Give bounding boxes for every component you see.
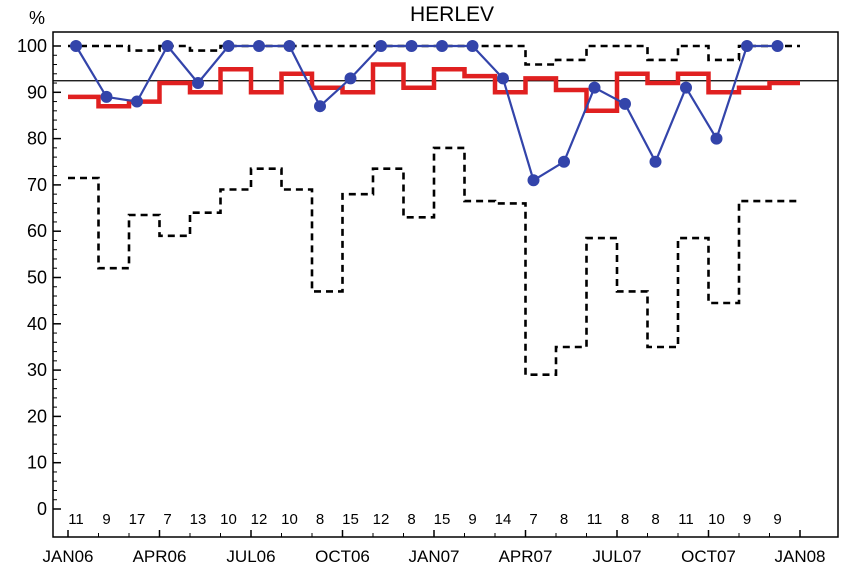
x-tick-label: APR07 (499, 547, 553, 566)
plot-frame (52, 31, 839, 538)
y-tick-label: 30 (27, 360, 47, 380)
observed-point (497, 72, 509, 85)
observed-point (161, 40, 174, 52)
sample-count-label: 9 (468, 511, 476, 528)
x-axis: JAN06 APR06 JUL06 OCT06 JAN07 APR07 JUL07 OCT07… (42, 530, 826, 566)
sample-count-label: 7 (163, 511, 171, 528)
observed-point (100, 90, 113, 103)
sample-count-label: 11 (587, 511, 603, 528)
y-tick-label: 50 (27, 268, 47, 288)
sample-count-label: 9 (102, 511, 110, 528)
sample-count-label: 8 (407, 511, 415, 528)
x-tick-label: JAN07 (408, 547, 459, 566)
y-tick-label: 40 (27, 314, 47, 334)
y-tick-label: 100 (17, 36, 47, 56)
sample-count-label: 7 (529, 511, 537, 528)
y-tick-label: 70 (27, 175, 47, 195)
sample-count-label: 9 (773, 511, 781, 528)
sample-counts-layer: 11 9 17 7 13 10 12 10 8 15 12 8 15 9 14 7 8 11 8 8 11 10 9 9 (68, 511, 781, 528)
mean-step-layer (68, 62, 800, 114)
observed-point (283, 40, 296, 52)
sample-count-label: 15 (342, 511, 359, 528)
x-tick-label: OCT07 (681, 547, 736, 566)
observed-point (192, 77, 204, 90)
sample-count-label: 14 (495, 511, 512, 528)
y-axis: 0 10 20 30 40 50 60 70 80 90 100 (17, 36, 61, 519)
x-tick-label: JAN08 (774, 547, 825, 566)
sample-count-label: 9 (743, 511, 751, 528)
sample-count-label: 17 (129, 511, 146, 528)
sample-count-label: 10 (708, 511, 725, 528)
observed-point (466, 40, 479, 52)
sample-count-label: 15 (434, 511, 451, 528)
sample-count-label: 11 (678, 511, 694, 528)
sample-count-label: 8 (560, 511, 568, 528)
sample-count-label: 12 (373, 511, 390, 528)
observed-point (527, 174, 540, 187)
y-tick-label: 10 (27, 453, 47, 473)
y-tick-label: 80 (27, 129, 47, 149)
observed-point (222, 40, 235, 52)
y-tick-label: 90 (27, 82, 47, 102)
x-tick-label: APR06 (133, 547, 187, 566)
x-tick-label: JUL06 (226, 547, 275, 566)
x-tick-label: JAN06 (42, 547, 93, 566)
sample-count-label: 8 (316, 511, 324, 528)
lower-limit-line (68, 146, 800, 376)
observed-point (405, 40, 418, 52)
y-tick-label: 60 (27, 221, 47, 241)
observed-point (588, 81, 601, 94)
mean-step-line (68, 62, 800, 114)
observed-point (344, 72, 357, 85)
observed-point (375, 40, 387, 52)
sample-count-label: 8 (621, 511, 629, 528)
observed-point (436, 40, 448, 52)
y-axis-label: % (29, 8, 45, 28)
control-limits-layer (68, 44, 800, 376)
sample-count-label: 10 (281, 511, 298, 528)
upper-limit-line (68, 44, 800, 66)
observed-point (741, 40, 753, 52)
observed-series-layer (70, 40, 784, 187)
observed-point (771, 40, 784, 52)
observed-point (710, 132, 723, 145)
y-tick-label: 20 (27, 406, 47, 426)
x-tick-label: OCT06 (315, 547, 370, 566)
observed-point (253, 40, 265, 52)
observed-point (680, 81, 692, 94)
observed-point (131, 95, 143, 108)
observed-point (558, 155, 570, 168)
chart-title: HERLEV (410, 3, 494, 26)
observed-point (70, 40, 82, 52)
sample-count-label: 8 (651, 511, 659, 528)
observed-point (649, 155, 662, 168)
sample-count-label: 12 (251, 511, 268, 528)
observed-point (619, 97, 631, 110)
y-tick-label: 0 (37, 499, 47, 519)
observed-point (314, 100, 326, 113)
sample-count-label: 10 (220, 511, 237, 528)
observed-line (75, 44, 778, 182)
sample-count-label: 13 (190, 511, 207, 528)
x-tick-label: JUL07 (592, 547, 641, 566)
sample-count-label: 11 (68, 511, 84, 528)
